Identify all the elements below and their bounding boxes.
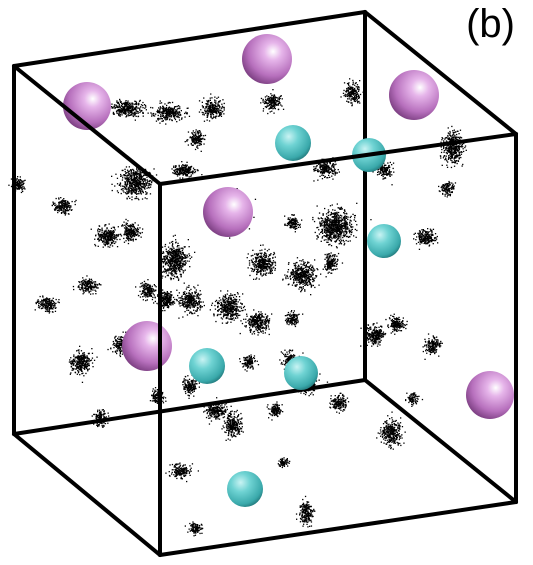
density-cloud: [284, 310, 304, 328]
density-cloud: [438, 125, 467, 169]
density-cloud: [91, 409, 110, 428]
particle-spheres: [63, 34, 514, 507]
density-cloud: [203, 397, 228, 425]
density-cloud: [171, 161, 203, 179]
density-cloud: [329, 392, 350, 414]
edge-bottom-front: [158, 500, 518, 557]
density-cloud: [184, 521, 204, 537]
density-cloud: [413, 228, 439, 250]
density-cloud: [178, 284, 205, 319]
density-cloud: [150, 100, 191, 125]
large-particle-sphere: [63, 82, 111, 130]
density-cloud: [277, 457, 291, 469]
small-particle-sphere: [367, 224, 401, 258]
edge-bottom-left: [12, 432, 162, 557]
density-cloud: [68, 345, 98, 383]
density-cloud: [340, 78, 367, 107]
density-cloud: [266, 401, 284, 421]
density-cloud: [405, 392, 424, 407]
density-cloud: [111, 162, 164, 201]
density-cloud: [198, 93, 225, 122]
large-particle-sphere: [389, 70, 439, 120]
density-cloud: [438, 180, 457, 198]
panel-label: (b): [466, 2, 515, 46]
density-cloud: [165, 462, 199, 483]
edge-top-right: [363, 10, 518, 136]
density-cloud: [284, 214, 303, 233]
density-cloud: [221, 405, 244, 441]
density-cloud: [246, 244, 277, 280]
density-cloud: [422, 333, 443, 360]
small-particle-sphere: [189, 348, 225, 384]
density-cloud: [115, 218, 144, 245]
density-cloud: [184, 129, 207, 152]
density-cloud: [312, 202, 372, 249]
density-cloud: [135, 279, 157, 302]
density-cloud: [72, 275, 102, 295]
density-cloud: [239, 354, 260, 372]
density-cloud: [209, 290, 246, 335]
density-cloud: [376, 411, 406, 450]
density-cloud: [260, 89, 285, 115]
density-cloud: [153, 291, 181, 312]
density-cloud: [295, 495, 316, 528]
box-front-edges: [12, 10, 518, 557]
density-cloud: [385, 313, 408, 335]
small-particle-sphere: [275, 125, 311, 161]
large-particle-sphere: [203, 187, 253, 237]
density-cloud: [34, 295, 60, 314]
small-particle-sphere: [284, 356, 318, 390]
density-cloud: [360, 322, 389, 347]
density-cloud: [102, 98, 149, 121]
edge-top-front: [158, 132, 518, 186]
edge-top-left: [12, 64, 162, 186]
edge-bottom-right: [363, 378, 518, 504]
density-cloud: [90, 223, 123, 248]
density-cloud: [51, 197, 77, 216]
density-cloud: [159, 234, 196, 291]
particle-density-clouds: [8, 78, 467, 537]
edge-top-back: [12, 10, 367, 68]
density-cloud: [322, 252, 344, 274]
density-cloud: [241, 309, 273, 336]
large-particle-sphere: [242, 34, 292, 84]
density-cloud: [313, 157, 340, 182]
small-particle-sphere: [227, 471, 263, 507]
density-cloud: [8, 176, 26, 194]
large-particle-sphere: [466, 371, 514, 419]
large-particle-sphere: [122, 321, 172, 371]
density-cloud: [282, 257, 327, 296]
